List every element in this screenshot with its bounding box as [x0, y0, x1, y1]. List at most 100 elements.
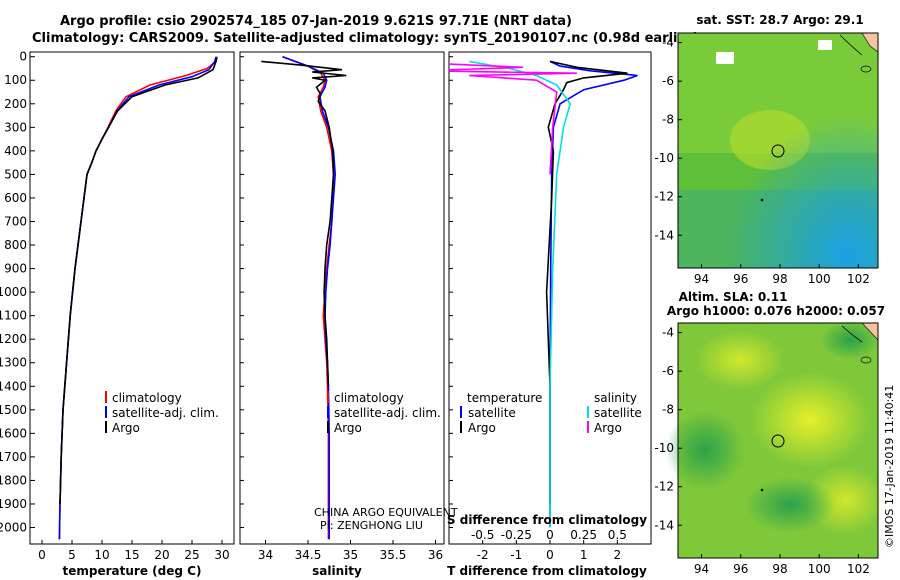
track-dot [760, 488, 764, 492]
difference-panel: -2 -1 0 1 2 -0.5 -0.25 0 0.25 0.5 S difference f… [447, 51, 652, 578]
temperature-lines [58, 56, 218, 540]
salinity-xlabel: salinity [312, 564, 362, 578]
argo-location-marker [771, 144, 785, 158]
depth-tick-label: 1900 [0, 497, 27, 511]
depth-tick-label: 1200 [0, 332, 27, 346]
lon-tick-label: 96 [733, 272, 748, 286]
lat-tick-label: -4 [662, 36, 674, 50]
sla-low-patch [745, 477, 835, 533]
legend-temperature-title: temperature [467, 391, 542, 405]
sst-missing-data-patch [818, 40, 832, 50]
legend-climatology-label: climatology [112, 391, 182, 405]
diff-s-argo-line [449, 63, 577, 175]
depth-tick-label: 800 [4, 238, 27, 252]
legend-t-satellite-label: satellite [468, 406, 516, 420]
s-tick-label: 0.5 [608, 528, 627, 542]
x-tick-label: 5 [68, 548, 76, 562]
lon-tick-label: 98 [772, 272, 787, 286]
island-icon [860, 65, 872, 73]
salinity-frame [239, 51, 445, 545]
difference-legend: temperature satellite Argo salinity sate… [460, 391, 642, 435]
x-tick-label: 0 [38, 548, 46, 562]
legend-satellite-label: satellite-adj. clim. [334, 406, 441, 420]
salinity-x-axis: 34 34.5 35 35.5 36 [240, 56, 443, 562]
sla-map-frame [677, 322, 879, 559]
depth-tick-label: 500 [4, 167, 27, 181]
x-tick-label: 0 [546, 548, 554, 562]
depth-tick-label: 100 [4, 73, 27, 87]
s-difference-label: S difference from climatology [447, 513, 647, 527]
sla-low-patch [820, 320, 880, 360]
depth-tick-label: 1300 [0, 356, 27, 370]
coastline-icon [841, 325, 863, 343]
lon-tick-label: 96 [733, 562, 748, 576]
x-tick-label: 34.5 [295, 548, 322, 562]
depth-tick-label: 1700 [0, 450, 27, 464]
legend-t-argo-label: Argo [468, 421, 496, 435]
x-tick-label: 30 [214, 548, 229, 562]
sla-high-patch [750, 372, 870, 468]
depth-tick-label: 900 [4, 262, 27, 276]
sst-map-frame [677, 32, 879, 269]
depth-tick-label: 600 [4, 191, 27, 205]
x-tick-label: 34 [258, 548, 273, 562]
lat-tick-label: -14 [654, 518, 674, 532]
x-tick-label: 2 [614, 548, 622, 562]
t-difference-xlabel: T difference from climatology [447, 564, 647, 578]
lat-tick-label: -14 [654, 228, 674, 242]
legend-satellite-label: satellite-adj. clim. [112, 406, 219, 420]
legend-argo-label: Argo [112, 421, 140, 435]
difference-x-axis: -2 -1 0 1 2 [449, 56, 622, 562]
sla-map: Altim. SLA: 0.11 Argo h1000: 0.076 h2000… [654, 290, 885, 576]
x-tick-label: 35.5 [380, 548, 407, 562]
salinity-note-program: CHINA ARGO EQUIVALENT [314, 506, 458, 519]
temperature-argo-line [59, 57, 218, 505]
s-tick-label: 0.25 [570, 528, 597, 542]
difference-lines [449, 60, 638, 528]
lon-tick-label: 94 [694, 272, 709, 286]
sst-map-title: sat. SST: 28.7 Argo: 29.1 [696, 13, 863, 27]
temperature-satellite-line [58, 56, 217, 540]
sla-map-title1: Altim. SLA: 0.11 [679, 290, 788, 304]
x-tick-label: -1 [510, 548, 522, 562]
temperature-panel: 0100200300400500600700800900100011001200… [0, 50, 235, 578]
s-tick-label: -0.25 [501, 528, 532, 542]
lat-tick-label: -8 [662, 403, 674, 417]
diff-t-argo-line [545, 60, 628, 504]
x-tick-label: -2 [477, 548, 489, 562]
depth-tick-label: 0 [19, 50, 27, 64]
legend-s-satellite-label: satellite [594, 406, 642, 420]
depth-tick-label: 1100 [0, 309, 27, 323]
lat-tick-label: -8 [662, 113, 674, 127]
lon-tick-label: 98 [772, 562, 787, 576]
salinity-argo-line [261, 60, 347, 387]
coastline-icon [839, 34, 863, 56]
temperature-x-axis: 0 5 10 15 20 25 30 [38, 540, 230, 562]
depth-tick-label: 2000 [0, 521, 27, 535]
x-tick-label: 20 [154, 548, 169, 562]
sla-low-patch [665, 410, 745, 490]
island-icon [860, 356, 872, 364]
depth-tick-label: 200 [4, 97, 27, 111]
s-difference-axis: -0.5 -0.25 0 0.25 0.5 [471, 528, 627, 542]
lon-tick-label: 100 [808, 272, 831, 286]
s-tick-label: 0 [546, 528, 554, 542]
x-tick-label: 25 [184, 548, 199, 562]
temperature-legend: climatology satellite-adj. clim. Argo [105, 391, 219, 435]
s-tick-label: -0.5 [471, 528, 494, 542]
header-line1: Argo profile: csio 2902574_185 07-Jan-20… [60, 14, 572, 29]
x-tick-label: 1 [580, 548, 588, 562]
lat-tick-label: -4 [662, 326, 674, 340]
sst-map-axes: -4 -6 -8 -10 -12 -14 94 96 98 100 102 [654, 36, 869, 286]
lat-tick-label: -10 [654, 441, 674, 455]
lat-tick-label: -6 [662, 364, 674, 378]
temperature-xlabel: temperature (deg C) [63, 564, 202, 578]
legend-argo-label: Argo [334, 421, 362, 435]
x-tick-label: 36 [428, 548, 443, 562]
lat-tick-label: -10 [654, 151, 674, 165]
sst-map: sat. SST: 28.7 Argo: 29.1 -4 -6 -8 -10 -12 -1… [654, 13, 879, 286]
sla-high-patch [695, 330, 785, 390]
argo-location-marker [771, 434, 785, 448]
sst-cool-corner [678, 33, 878, 268]
imos-timestamp: ©IMOS 17-Jan-2019 11:40:41 [883, 385, 896, 548]
